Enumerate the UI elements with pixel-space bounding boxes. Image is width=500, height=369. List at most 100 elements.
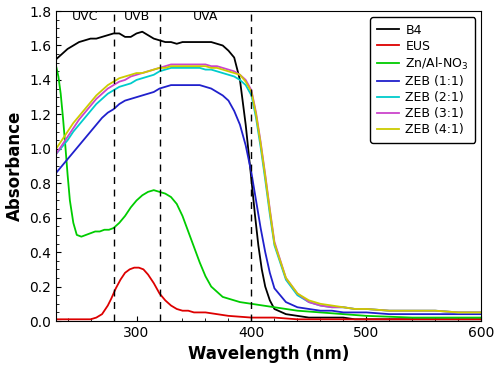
EUS [294, 317, 300, 321]
EUS [136, 265, 142, 270]
ZEB (3:1) [253, 110, 259, 115]
ZEB (4:1) [456, 310, 462, 315]
B4 [352, 317, 358, 321]
X-axis label: Wavelength (nm): Wavelength (nm) [188, 345, 350, 363]
Line: ZEB (2:1): ZEB (2:1) [56, 68, 482, 313]
Y-axis label: Absorbance: Absorbance [6, 111, 24, 221]
Zn/Al-NO$_3$ [202, 274, 208, 279]
ZEB (3:1) [248, 88, 254, 93]
Zn/Al-NO$_3$ [180, 214, 186, 218]
EUS [202, 310, 208, 315]
Legend: B4, EUS, Zn/Al-NO$_3$, ZEB (1:1), ZEB (2:1), ZEB (3:1), ZEB (4:1): B4, EUS, Zn/Al-NO$_3$, ZEB (1:1), ZEB (2… [370, 17, 475, 143]
ZEB (3:1) [456, 310, 462, 315]
EUS [478, 317, 484, 321]
B4 [478, 317, 484, 321]
ZEB (1:1) [253, 198, 259, 203]
Zn/Al-NO$_3$ [134, 198, 140, 203]
B4 [259, 267, 265, 272]
Zn/Al-NO$_3$ [53, 64, 59, 68]
Zn/Al-NO$_3$ [106, 228, 112, 232]
Zn/Al-NO$_3$ [122, 214, 128, 218]
ZEB (4:1) [253, 112, 259, 117]
EUS [131, 265, 137, 270]
Line: Zn/Al-NO$_3$: Zn/Al-NO$_3$ [56, 66, 482, 318]
EUS [156, 291, 162, 296]
Zn/Al-NO$_3$ [97, 229, 103, 234]
EUS [94, 315, 100, 320]
Text: UVC: UVC [72, 10, 98, 23]
Zn/Al-NO$_3$ [92, 229, 98, 234]
ZEB (3:1) [237, 73, 243, 77]
Zn/Al-NO$_3$ [64, 172, 70, 177]
ZEB (4:1) [134, 71, 140, 75]
Text: UVB: UVB [124, 10, 150, 23]
Zn/Al-NO$_3$ [248, 301, 254, 306]
EUS [168, 303, 174, 308]
EUS [126, 267, 132, 272]
EUS [151, 281, 157, 285]
ZEB (2:1) [231, 74, 237, 79]
EUS [145, 272, 151, 277]
EUS [108, 296, 114, 301]
Zn/Al-NO$_3$ [174, 202, 180, 206]
ZEB (4:1) [53, 146, 59, 151]
B4 [105, 33, 111, 37]
B4 [237, 78, 243, 82]
Zn/Al-NO$_3$ [156, 190, 162, 194]
Zn/Al-NO$_3$ [272, 305, 278, 310]
ZEB (3:1) [134, 73, 140, 77]
Zn/Al-NO$_3$ [294, 308, 300, 313]
EUS [64, 317, 70, 321]
EUS [456, 317, 462, 321]
ZEB (1:1) [231, 109, 237, 113]
Line: ZEB (3:1): ZEB (3:1) [56, 65, 482, 313]
ZEB (2:1) [237, 78, 243, 82]
Text: UVA: UVA [193, 10, 218, 23]
ZEB (4:1) [478, 310, 484, 315]
Zn/Al-NO$_3$ [478, 315, 484, 320]
Zn/Al-NO$_3$ [83, 233, 89, 237]
B4 [174, 42, 180, 46]
Zn/Al-NO$_3$ [140, 193, 145, 197]
ZEB (2:1) [168, 66, 174, 70]
Zn/Al-NO$_3$ [237, 300, 243, 304]
ZEB (1:1) [237, 123, 243, 127]
ZEB (1:1) [168, 83, 174, 87]
Zn/Al-NO$_3$ [62, 143, 68, 148]
ZEB (3:1) [294, 291, 300, 296]
ZEB (4:1) [168, 64, 174, 68]
ZEB (2:1) [134, 78, 140, 82]
Zn/Al-NO$_3$ [145, 190, 151, 194]
ZEB (1:1) [478, 312, 484, 316]
EUS [226, 314, 232, 318]
EUS [162, 298, 168, 303]
Line: ZEB (1:1): ZEB (1:1) [56, 85, 482, 314]
EUS [118, 277, 124, 282]
Zn/Al-NO$_3$ [191, 245, 197, 249]
Zn/Al-NO$_3$ [102, 228, 107, 232]
Zn/Al-NO$_3$ [364, 314, 370, 318]
Zn/Al-NO$_3$ [456, 315, 462, 320]
ZEB (2:1) [53, 152, 59, 156]
ZEB (4:1) [231, 71, 237, 75]
ZEB (3:1) [168, 62, 174, 67]
ZEB (2:1) [478, 310, 484, 315]
Zn/Al-NO$_3$ [78, 234, 84, 239]
Zn/Al-NO$_3$ [116, 221, 122, 225]
ZEB (3:1) [478, 310, 484, 315]
Zn/Al-NO$_3$ [162, 192, 168, 196]
ZEB (1:1) [248, 171, 254, 175]
ZEB (4:1) [248, 90, 254, 94]
ZEB (2:1) [248, 93, 254, 98]
Line: EUS: EUS [56, 268, 482, 319]
ZEB (1:1) [53, 171, 59, 175]
EUS [248, 315, 254, 320]
Zn/Al-NO$_3$ [410, 315, 416, 320]
EUS [364, 317, 370, 321]
EUS [214, 312, 220, 316]
Line: ZEB (4:1): ZEB (4:1) [56, 66, 482, 313]
ZEB (2:1) [294, 293, 300, 297]
Zn/Al-NO$_3$ [214, 290, 220, 294]
ZEB (4:1) [237, 73, 243, 77]
EUS [272, 315, 278, 320]
